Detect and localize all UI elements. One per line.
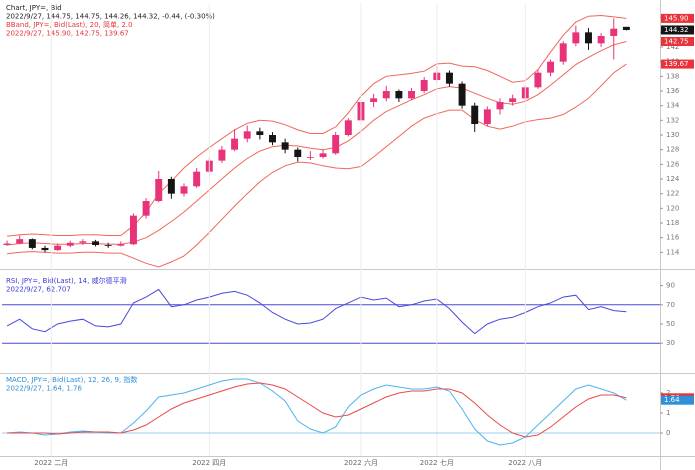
series-line xyxy=(7,14,627,237)
y-tick-label: 1 xyxy=(666,409,670,417)
candle-body xyxy=(332,135,340,154)
y-tick-label: 132 xyxy=(666,116,679,124)
candle-body xyxy=(117,244,125,246)
candle-body xyxy=(610,28,618,36)
candle-body xyxy=(306,157,314,158)
price-tag-label: 144.32 xyxy=(664,26,689,34)
candle-body xyxy=(445,72,453,84)
legend-text: 2022/9/27, 62.707 xyxy=(6,286,71,294)
price-tag-label: 145.90 xyxy=(664,14,689,22)
candle-body xyxy=(142,201,150,216)
series-line xyxy=(7,63,627,268)
y-tick-label: 70 xyxy=(666,301,675,309)
candle-body xyxy=(509,98,517,102)
candle-body xyxy=(370,98,378,102)
price-tag-label: 142.75 xyxy=(664,38,689,46)
series-line xyxy=(7,378,627,446)
candle-body xyxy=(231,138,239,150)
candle-body xyxy=(395,91,403,99)
candle-body xyxy=(344,120,352,135)
candle-body xyxy=(180,186,188,194)
candle-body xyxy=(622,26,630,30)
y-tick-label: 2 xyxy=(666,389,670,397)
legend-text: MACD, JPY=, Bid(Last), 12, 26, 9, 指数 xyxy=(6,375,137,384)
y-tick-label: 128 xyxy=(666,146,679,154)
price-tag xyxy=(661,25,694,35)
candle-body xyxy=(54,245,62,251)
candle-body xyxy=(28,239,36,248)
series-line xyxy=(7,382,627,438)
y-tick-label: 126 xyxy=(666,160,680,168)
y-tick-label: 136 xyxy=(666,87,680,95)
price-tag xyxy=(661,59,694,69)
y-tick-label: 116 xyxy=(666,234,680,242)
candle-body xyxy=(167,179,175,194)
y-tick-label: 50 xyxy=(666,320,675,328)
y-tick-label: 114 xyxy=(666,248,680,256)
y-tick-label: 142 xyxy=(666,43,679,51)
candle-body xyxy=(534,72,542,88)
candle-body xyxy=(104,245,112,246)
candle-body xyxy=(559,43,567,62)
candle-body xyxy=(256,131,264,135)
y-tick-label: 138 xyxy=(666,72,679,80)
candle-body xyxy=(41,247,49,251)
price-tag-label: 1.64 xyxy=(664,396,680,404)
candle-body xyxy=(420,80,428,91)
y-tick-label: 30 xyxy=(666,339,675,347)
candle-body xyxy=(269,135,276,143)
x-tick-label: 2022 七月 xyxy=(420,458,454,467)
y-tick-label: 90 xyxy=(666,282,675,290)
x-tick-label: 2022 二月 xyxy=(34,459,68,467)
candle-body xyxy=(193,171,201,187)
candle-body xyxy=(155,179,163,201)
legend-text: 2022/9/27, 145.90, 142.75, 139.67 xyxy=(6,30,129,38)
y-tick-label: 120 xyxy=(666,204,679,212)
price-tag xyxy=(661,395,694,405)
candle-body xyxy=(408,91,416,99)
candle-body xyxy=(92,241,100,245)
y-tick-label: 0 xyxy=(666,429,670,437)
candle-body xyxy=(585,32,592,44)
candle-body xyxy=(572,32,580,44)
legend-text: 2022/9/27, 1.64, 1.76 xyxy=(6,385,83,393)
y-tick-label: 134 xyxy=(666,102,680,110)
candle-body xyxy=(218,149,226,161)
candle-body xyxy=(66,242,74,246)
series-line xyxy=(7,41,627,246)
price-tag xyxy=(661,13,694,23)
legend-text: RSI, JPY=, Bid(Last), 14, 威尔德平滑 xyxy=(6,276,127,285)
candle-body xyxy=(3,243,11,245)
price-tag xyxy=(661,37,694,46)
candle-body xyxy=(597,36,605,44)
candle-body xyxy=(483,109,491,124)
candle-body xyxy=(458,83,466,106)
candle-body xyxy=(547,61,555,73)
y-tick-label: 118 xyxy=(666,219,679,227)
y-tick-label: 122 xyxy=(666,190,679,198)
y-tick-label: 124 xyxy=(666,175,680,183)
candle-body xyxy=(129,215,137,245)
y-tick-label: 130 xyxy=(666,131,679,139)
candle-body xyxy=(243,131,251,139)
candle-body xyxy=(16,239,24,244)
candle-body xyxy=(281,142,289,150)
candle-body xyxy=(294,149,302,157)
candle-body xyxy=(471,105,479,124)
candle-body xyxy=(382,91,390,99)
legend-text: BBand, JPY=, Bid(Last), 20, 简单, 2.0 xyxy=(6,20,133,29)
x-tick-label: 2022 八月 xyxy=(508,459,542,467)
legend-text: Chart, JPY=, Bid xyxy=(6,4,62,12)
price-tag-label: 139.67 xyxy=(664,60,689,68)
legend-text: 2022/9/27, 144.75, 144.75, 144.26, 144.3… xyxy=(6,13,215,21)
x-tick-label: 2022 六月 xyxy=(344,458,378,467)
candle-body xyxy=(496,102,504,110)
candle-body xyxy=(319,153,327,157)
candle-body xyxy=(79,241,87,243)
series-line xyxy=(6,288,627,335)
x-tick-label: 2022 四月 xyxy=(192,459,226,467)
